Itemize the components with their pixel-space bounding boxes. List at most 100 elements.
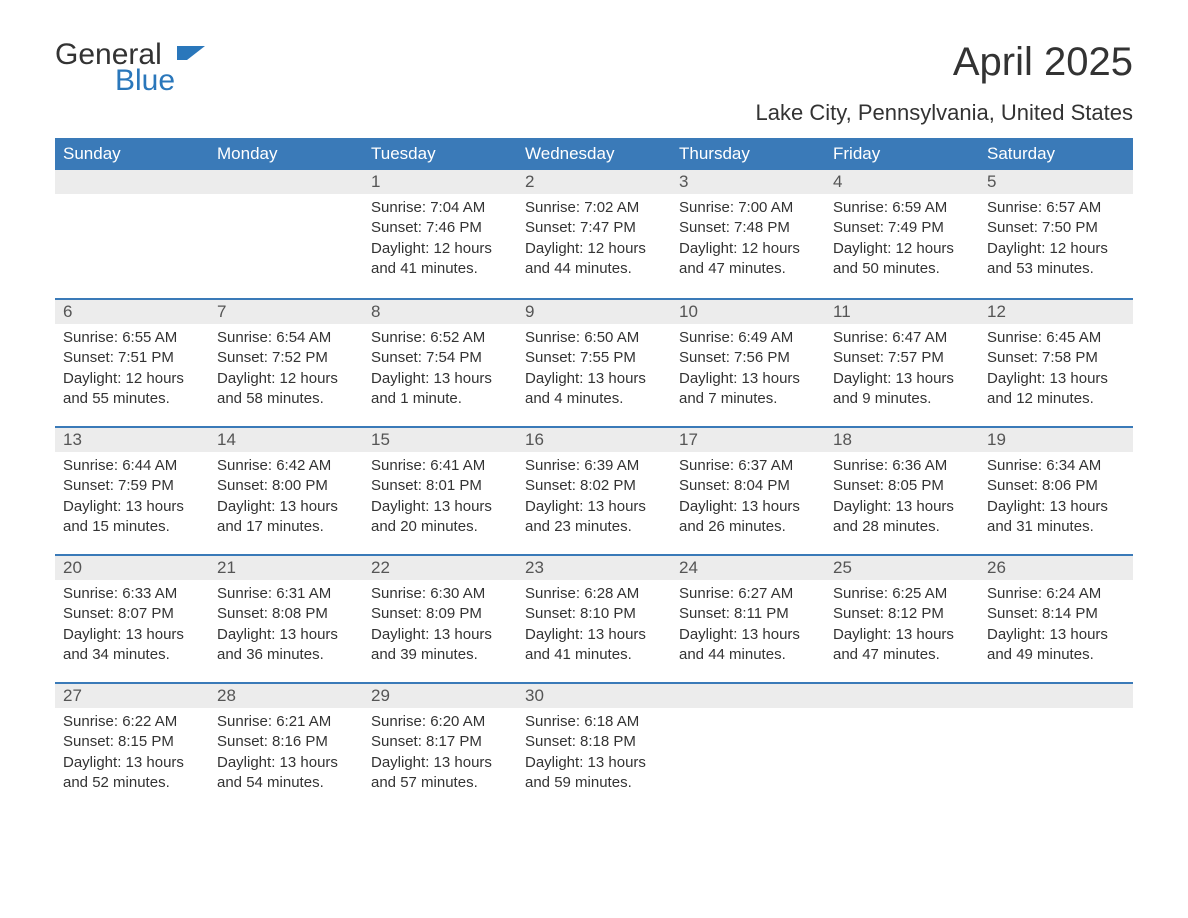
day-details: Sunrise: 6:42 AMSunset: 8:00 PMDaylight:… (209, 452, 363, 547)
day-details: Sunrise: 6:20 AMSunset: 8:17 PMDaylight:… (363, 708, 517, 803)
day-number: 16 (517, 428, 671, 452)
daylight-text: Daylight: 13 hours and 15 minutes. (63, 497, 201, 538)
sunset-text: Sunset: 8:11 PM (679, 604, 817, 624)
sunrise-text: Sunrise: 6:34 AM (987, 456, 1125, 476)
daylight-text: Daylight: 12 hours and 47 minutes. (679, 239, 817, 280)
day-details: Sunrise: 6:50 AMSunset: 7:55 PMDaylight:… (517, 324, 671, 419)
day-number: 3 (671, 170, 825, 194)
calendar-day (671, 684, 825, 810)
sunrise-text: Sunrise: 6:59 AM (833, 198, 971, 218)
day-number: 23 (517, 556, 671, 580)
sunset-text: Sunset: 8:14 PM (987, 604, 1125, 624)
daylight-text: Daylight: 12 hours and 55 minutes. (63, 369, 201, 410)
sunset-text: Sunset: 8:12 PM (833, 604, 971, 624)
sunrise-text: Sunrise: 6:18 AM (525, 712, 663, 732)
calendar-day: 29Sunrise: 6:20 AMSunset: 8:17 PMDayligh… (363, 684, 517, 810)
day-number: 30 (517, 684, 671, 708)
day-number: 7 (209, 300, 363, 324)
sunset-text: Sunset: 7:57 PM (833, 348, 971, 368)
day-details: Sunrise: 6:18 AMSunset: 8:18 PMDaylight:… (517, 708, 671, 803)
day-number (671, 684, 825, 708)
calendar-week: 13Sunrise: 6:44 AMSunset: 7:59 PMDayligh… (55, 426, 1133, 554)
calendar-day (55, 170, 209, 298)
day-details: Sunrise: 7:02 AMSunset: 7:47 PMDaylight:… (517, 194, 671, 289)
calendar-day: 16Sunrise: 6:39 AMSunset: 8:02 PMDayligh… (517, 428, 671, 554)
day-details: Sunrise: 6:52 AMSunset: 7:54 PMDaylight:… (363, 324, 517, 419)
daylight-text: Daylight: 12 hours and 44 minutes. (525, 239, 663, 280)
daylight-text: Daylight: 13 hours and 57 minutes. (371, 753, 509, 794)
day-number: 6 (55, 300, 209, 324)
dow-wednesday: Wednesday (517, 138, 671, 170)
calendar-day: 1Sunrise: 7:04 AMSunset: 7:46 PMDaylight… (363, 170, 517, 298)
day-of-week-header: Sunday Monday Tuesday Wednesday Thursday… (55, 138, 1133, 170)
sunrise-text: Sunrise: 7:04 AM (371, 198, 509, 218)
calendar: Sunday Monday Tuesday Wednesday Thursday… (55, 138, 1133, 810)
calendar-day: 8Sunrise: 6:52 AMSunset: 7:54 PMDaylight… (363, 300, 517, 426)
sunrise-text: Sunrise: 6:39 AM (525, 456, 663, 476)
sunset-text: Sunset: 7:52 PM (217, 348, 355, 368)
daylight-text: Daylight: 13 hours and 12 minutes. (987, 369, 1125, 410)
dow-friday: Friday (825, 138, 979, 170)
calendar-day (825, 684, 979, 810)
day-number: 1 (363, 170, 517, 194)
calendar-day: 2Sunrise: 7:02 AMSunset: 7:47 PMDaylight… (517, 170, 671, 298)
day-number: 11 (825, 300, 979, 324)
day-details: Sunrise: 6:41 AMSunset: 8:01 PMDaylight:… (363, 452, 517, 547)
sunrise-text: Sunrise: 6:22 AM (63, 712, 201, 732)
sunrise-text: Sunrise: 6:44 AM (63, 456, 201, 476)
sunset-text: Sunset: 8:18 PM (525, 732, 663, 752)
sunset-text: Sunset: 8:17 PM (371, 732, 509, 752)
sunset-text: Sunset: 8:08 PM (217, 604, 355, 624)
daylight-text: Daylight: 13 hours and 52 minutes. (63, 753, 201, 794)
calendar-day: 15Sunrise: 6:41 AMSunset: 8:01 PMDayligh… (363, 428, 517, 554)
day-number: 22 (363, 556, 517, 580)
daylight-text: Daylight: 13 hours and 4 minutes. (525, 369, 663, 410)
day-details: Sunrise: 6:49 AMSunset: 7:56 PMDaylight:… (671, 324, 825, 419)
calendar-day (209, 170, 363, 298)
calendar-day: 4Sunrise: 6:59 AMSunset: 7:49 PMDaylight… (825, 170, 979, 298)
dow-monday: Monday (209, 138, 363, 170)
daylight-text: Daylight: 13 hours and 28 minutes. (833, 497, 971, 538)
day-details: Sunrise: 6:24 AMSunset: 8:14 PMDaylight:… (979, 580, 1133, 675)
calendar-day: 10Sunrise: 6:49 AMSunset: 7:56 PMDayligh… (671, 300, 825, 426)
day-details: Sunrise: 7:04 AMSunset: 7:46 PMDaylight:… (363, 194, 517, 289)
day-details: Sunrise: 6:37 AMSunset: 8:04 PMDaylight:… (671, 452, 825, 547)
page-title: April 2025 (953, 40, 1133, 85)
day-number: 28 (209, 684, 363, 708)
calendar-day: 28Sunrise: 6:21 AMSunset: 8:16 PMDayligh… (209, 684, 363, 810)
sunset-text: Sunset: 7:46 PM (371, 218, 509, 238)
sunrise-text: Sunrise: 6:25 AM (833, 584, 971, 604)
sunrise-text: Sunrise: 6:41 AM (371, 456, 509, 476)
sunrise-text: Sunrise: 6:36 AM (833, 456, 971, 476)
day-number (825, 684, 979, 708)
calendar-week: 20Sunrise: 6:33 AMSunset: 8:07 PMDayligh… (55, 554, 1133, 682)
daylight-text: Daylight: 13 hours and 7 minutes. (679, 369, 817, 410)
daylight-text: Daylight: 12 hours and 50 minutes. (833, 239, 971, 280)
day-details: Sunrise: 6:36 AMSunset: 8:05 PMDaylight:… (825, 452, 979, 547)
daylight-text: Daylight: 13 hours and 31 minutes. (987, 497, 1125, 538)
day-details: Sunrise: 6:21 AMSunset: 8:16 PMDaylight:… (209, 708, 363, 803)
sunset-text: Sunset: 8:05 PM (833, 476, 971, 496)
sunrise-text: Sunrise: 6:55 AM (63, 328, 201, 348)
day-number: 5 (979, 170, 1133, 194)
day-number: 17 (671, 428, 825, 452)
daylight-text: Daylight: 12 hours and 41 minutes. (371, 239, 509, 280)
sunset-text: Sunset: 7:59 PM (63, 476, 201, 496)
calendar-day: 26Sunrise: 6:24 AMSunset: 8:14 PMDayligh… (979, 556, 1133, 682)
day-details: Sunrise: 6:45 AMSunset: 7:58 PMDaylight:… (979, 324, 1133, 419)
daylight-text: Daylight: 13 hours and 39 minutes. (371, 625, 509, 666)
sunset-text: Sunset: 7:55 PM (525, 348, 663, 368)
sunrise-text: Sunrise: 6:52 AM (371, 328, 509, 348)
sunset-text: Sunset: 7:47 PM (525, 218, 663, 238)
sunset-text: Sunset: 7:54 PM (371, 348, 509, 368)
sunrise-text: Sunrise: 6:30 AM (371, 584, 509, 604)
daylight-text: Daylight: 13 hours and 1 minute. (371, 369, 509, 410)
dow-sunday: Sunday (55, 138, 209, 170)
sunrise-text: Sunrise: 7:00 AM (679, 198, 817, 218)
day-number: 24 (671, 556, 825, 580)
calendar-day: 27Sunrise: 6:22 AMSunset: 8:15 PMDayligh… (55, 684, 209, 810)
calendar-day: 14Sunrise: 6:42 AMSunset: 8:00 PMDayligh… (209, 428, 363, 554)
sunrise-text: Sunrise: 6:42 AM (217, 456, 355, 476)
daylight-text: Daylight: 13 hours and 47 minutes. (833, 625, 971, 666)
day-details: Sunrise: 6:55 AMSunset: 7:51 PMDaylight:… (55, 324, 209, 419)
